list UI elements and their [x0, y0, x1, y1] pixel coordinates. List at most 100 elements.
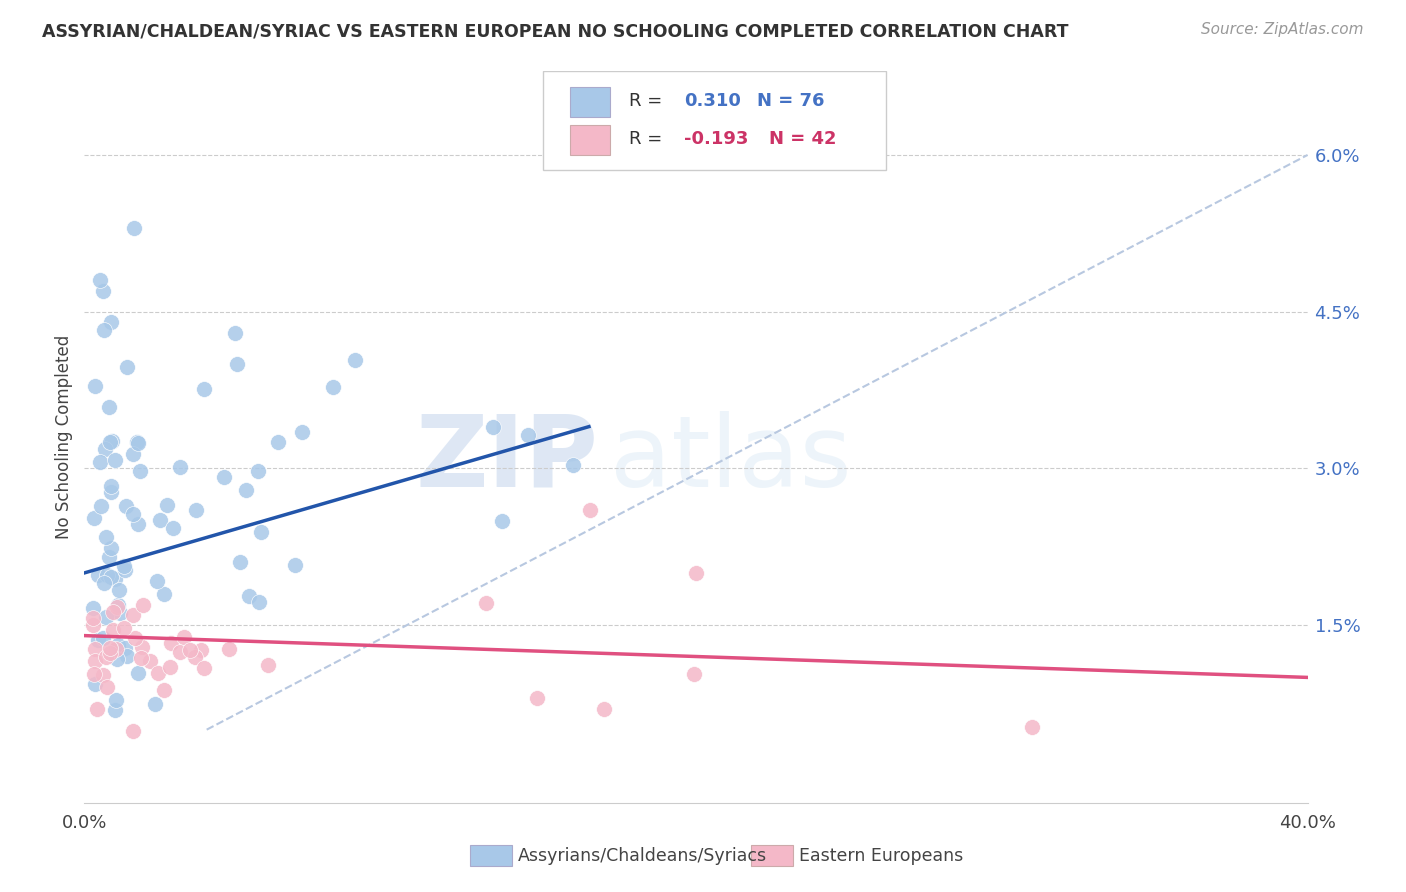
- Point: [579, 503, 602, 517]
- Point: [481, 419, 503, 434]
- Point: [115, 648, 138, 663]
- Point: [169, 459, 191, 474]
- Point: [183, 649, 205, 664]
- Point: [186, 503, 208, 517]
- Point: [132, 598, 155, 612]
- Point: [96, 680, 118, 694]
- Text: Assyrians/Chaldeans/Syriacs: Assyrians/Chaldeans/Syriacs: [517, 847, 766, 865]
- Point: [104, 703, 127, 717]
- Point: [291, 425, 314, 439]
- Text: ZIP: ZIP: [415, 410, 598, 508]
- Point: [104, 453, 127, 467]
- Point: [226, 358, 249, 372]
- Point: [94, 610, 117, 624]
- Point: [100, 570, 122, 584]
- Point: [193, 661, 215, 675]
- Point: [105, 600, 128, 615]
- Point: [100, 315, 122, 329]
- Point: [101, 623, 124, 637]
- Point: [284, 558, 307, 572]
- Point: [247, 464, 270, 478]
- Text: 0.310: 0.310: [683, 92, 741, 110]
- Point: [212, 470, 235, 484]
- Point: [114, 641, 136, 656]
- Point: [127, 435, 149, 450]
- Bar: [569, 87, 610, 118]
- Point: [517, 428, 540, 442]
- Point: [100, 541, 122, 555]
- Point: [82, 618, 104, 632]
- Point: [238, 589, 260, 603]
- Point: [98, 401, 121, 415]
- Point: [97, 549, 120, 564]
- Point: [83, 667, 105, 681]
- Point: [127, 436, 149, 450]
- Point: [153, 683, 176, 698]
- Text: Source: ZipAtlas.com: Source: ZipAtlas.com: [1201, 22, 1364, 37]
- Point: [87, 568, 110, 582]
- Text: R =: R =: [628, 129, 662, 148]
- Point: [105, 693, 128, 707]
- Point: [122, 723, 145, 738]
- Point: [159, 660, 181, 674]
- Point: [84, 676, 107, 690]
- Point: [98, 434, 121, 449]
- Point: [94, 442, 117, 456]
- Point: [131, 640, 153, 654]
- Point: [89, 455, 111, 469]
- Point: [83, 511, 105, 525]
- Point: [128, 464, 150, 478]
- Point: [235, 483, 257, 497]
- Point: [101, 605, 124, 619]
- Point: [86, 702, 108, 716]
- Text: ASSYRIAN/CHALDEAN/SYRIAC VS EASTERN EUROPEAN NO SCHOOLING COMPLETED CORRELATION : ASSYRIAN/CHALDEAN/SYRIAC VS EASTERN EURO…: [42, 22, 1069, 40]
- Point: [193, 382, 215, 396]
- Text: atlas: atlas: [610, 410, 852, 508]
- Point: [127, 517, 149, 532]
- Point: [93, 576, 115, 591]
- Point: [162, 521, 184, 535]
- Point: [156, 498, 179, 512]
- Point: [84, 378, 107, 392]
- Point: [108, 606, 131, 620]
- Point: [124, 631, 146, 645]
- Point: [593, 702, 616, 716]
- Point: [117, 360, 139, 375]
- Point: [267, 435, 290, 450]
- Point: [104, 642, 127, 657]
- Point: [475, 596, 498, 610]
- Point: [100, 485, 122, 500]
- Point: [91, 284, 114, 298]
- Point: [91, 631, 114, 645]
- Point: [94, 530, 117, 544]
- Point: [91, 668, 114, 682]
- Point: [139, 654, 162, 668]
- Point: [114, 563, 136, 577]
- Point: [322, 379, 344, 393]
- Point: [224, 326, 246, 340]
- FancyBboxPatch shape: [543, 71, 886, 170]
- Point: [146, 665, 169, 680]
- Point: [344, 353, 367, 368]
- Point: [190, 642, 212, 657]
- Point: [84, 654, 107, 668]
- Point: [229, 555, 252, 569]
- Point: [121, 507, 143, 521]
- Point: [685, 566, 707, 580]
- Point: [90, 499, 112, 513]
- Point: [143, 698, 166, 712]
- Text: -0.193: -0.193: [683, 129, 748, 148]
- Point: [114, 621, 136, 635]
- Point: [249, 525, 271, 540]
- Point: [247, 595, 270, 609]
- Point: [100, 479, 122, 493]
- Point: [257, 658, 280, 673]
- Point: [82, 600, 104, 615]
- Point: [526, 691, 548, 706]
- Point: [105, 651, 128, 665]
- Point: [122, 221, 145, 235]
- Point: [129, 650, 152, 665]
- Text: R =: R =: [628, 92, 662, 110]
- Point: [115, 500, 138, 514]
- Point: [159, 636, 181, 650]
